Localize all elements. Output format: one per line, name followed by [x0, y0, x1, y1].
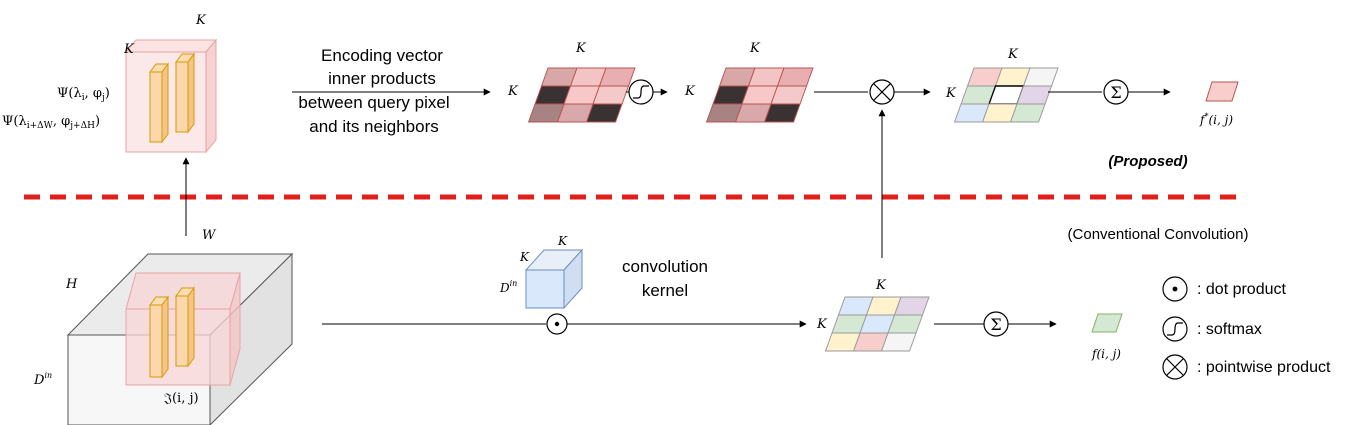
depth-in-label: Din: [33, 371, 52, 388]
svg-text:: pointwise product: : pointwise product: [1197, 359, 1331, 376]
grid2-k-left: K: [684, 84, 696, 99]
proposed-label: (Proposed): [1108, 153, 1187, 170]
sum-op-icon-proposed: Σ: [1103, 79, 1129, 105]
conventional-kernel-grid: [824, 296, 930, 352]
pointwise-product-op-icon: [869, 79, 895, 105]
svg-text:Σ: Σ: [1110, 83, 1121, 102]
legend-pointwise-product: : pointwise product: [1162, 354, 1331, 380]
pointwise-product-icon: [1162, 354, 1188, 380]
attention-weights-grid: [705, 67, 814, 123]
sum-op-icon-conventional: Σ: [983, 311, 1009, 337]
encoding-description: Encoding vector inner products between q…: [298, 46, 449, 136]
output-label-proposed: f*(i, j): [1199, 112, 1233, 127]
psi-query-label: Ψ(λi, φj): [57, 86, 110, 103]
softmax-icon: [1162, 316, 1188, 342]
similarity-grid: [527, 67, 636, 123]
output-label-conventional: f(i, j): [1091, 347, 1121, 361]
psi-neighbor-label: Ψ(λi+ΔW, φj+ΔH): [2, 114, 100, 131]
grid1-k-top: K: [575, 41, 587, 56]
query-feature-cube: [124, 38, 218, 154]
grid3-k-top: K: [1007, 47, 1019, 62]
output-pixel-conventional: [1091, 313, 1123, 333]
legend-softmax: : softmax: [1162, 316, 1262, 342]
kernel-k-top: K: [557, 234, 568, 248]
encoding-vector-bars: [149, 52, 195, 144]
svg-text:inner products: inner products: [328, 69, 436, 88]
kernel-depth-label: Din: [499, 279, 517, 295]
legend-dot-product: : dot product: [1162, 276, 1287, 302]
kernel-text-line2: kernel: [642, 281, 688, 300]
input-feature-volume: [66, 252, 294, 425]
cube-depth-label: K: [123, 42, 135, 57]
kernel-text-line1: convolution: [622, 257, 708, 276]
feature-map-label: 𝔍(i, j): [163, 391, 199, 406]
svg-text:Σ: Σ: [990, 315, 1001, 334]
svg-text:between query pixel: between query pixel: [298, 93, 449, 112]
svg-text:: dot product: : dot product: [1197, 281, 1287, 298]
grid1-k-left: K: [507, 84, 519, 99]
svg-text:: softmax: : softmax: [1197, 321, 1262, 338]
legend: : dot product : softmax : pointwise prod…: [1162, 276, 1331, 380]
softmax-op-icon: [628, 79, 654, 105]
output-pixel-proposed: [1205, 81, 1239, 102]
conv-grid-k-left: K: [816, 317, 828, 332]
svg-text:and its neighbors: and its neighbors: [309, 117, 438, 136]
dot-product-icon: [1162, 276, 1188, 302]
height-label: H: [65, 277, 78, 292]
svg-text:Encoding vector: Encoding vector: [321, 46, 443, 65]
conv-grid-k-top: K: [875, 278, 887, 293]
weighted-kernel-grid: [953, 67, 1059, 123]
kernel-k-left: K: [519, 250, 530, 264]
dot-product-op-icon: [546, 313, 568, 335]
convolution-kernel-cube: [524, 248, 584, 310]
cube-width-label: K: [195, 13, 207, 28]
grid2-k-top: K: [749, 41, 761, 56]
width-label: W: [202, 228, 217, 243]
grid3-k-left: K: [945, 86, 957, 101]
conventional-label: (Conventional Convolution): [1068, 226, 1249, 243]
